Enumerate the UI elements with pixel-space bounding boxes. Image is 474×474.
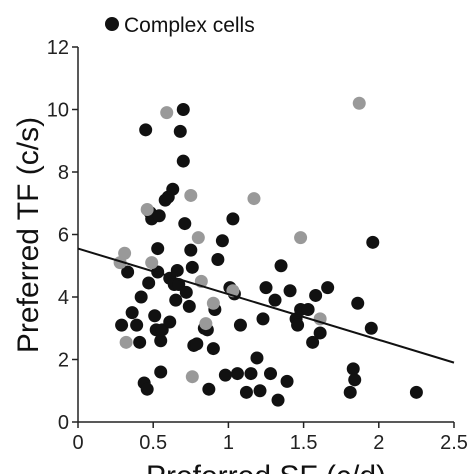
y-tick-label: 0	[58, 412, 69, 434]
x-axis-title: Preferred SF (c/d)	[146, 460, 386, 474]
complex-cell-point	[151, 242, 165, 256]
data-points	[113, 96, 423, 407]
y-tick-label: 8	[58, 162, 69, 184]
complex-cell-point	[173, 124, 187, 138]
regression-line	[77, 247, 455, 364]
gray-cell-point	[294, 231, 308, 245]
complex-cell-point	[211, 253, 225, 266]
complex-cell-point	[218, 368, 232, 382]
y-axis-title: Preferred TF (c/s)	[12, 117, 45, 353]
complex-cell-point	[185, 260, 199, 274]
complex-cell-point	[148, 309, 162, 323]
complex-cell-point	[121, 265, 135, 279]
complex-cell-point	[264, 367, 278, 381]
complex-cell-point	[179, 285, 193, 299]
complex-cell-point	[259, 281, 273, 295]
complex-cell-point	[351, 296, 365, 310]
complex-cell-point	[134, 290, 148, 304]
complex-cell-point	[215, 234, 229, 248]
complex-cell-point	[166, 182, 180, 196]
complex-cell-point	[176, 154, 190, 168]
complex-cell-point	[176, 103, 190, 116]
gray-cell-point	[206, 296, 220, 310]
gray-cell-point	[185, 370, 199, 384]
complex-cell-point	[142, 276, 156, 290]
complex-cell-point	[170, 263, 184, 277]
complex-cell-point	[301, 303, 315, 316]
gray-cell-point	[145, 256, 159, 270]
y-tick-label: 2	[58, 350, 69, 372]
complex-cell-point	[178, 217, 192, 231]
axes: 0 2 4 6 8 10 12 0 0.5 1 1.5 2 2.5	[47, 37, 468, 454]
complex-cell-point	[253, 384, 267, 398]
gray-cell-point	[352, 96, 366, 110]
complex-cell-point	[250, 351, 264, 365]
y-tick-label: 10	[47, 100, 69, 122]
complex-cell-point	[190, 337, 204, 351]
legend-label-complex-cells: Complex cells	[124, 14, 255, 37]
complex-cell-point	[182, 299, 196, 313]
complex-cell-point	[239, 385, 253, 399]
complex-cell-point	[169, 293, 183, 307]
gray-cell-point	[118, 246, 132, 260]
gray-cell-point	[191, 231, 205, 245]
complex-cell-point	[115, 318, 129, 332]
x-tick-label: 0.5	[139, 432, 167, 454]
complex-cell-point	[140, 382, 154, 396]
complex-cell-point	[130, 318, 144, 332]
gray-cell-point	[184, 188, 198, 202]
gray-cell-point	[160, 106, 174, 120]
x-tick-label: 1	[223, 432, 234, 454]
trendline-group	[77, 247, 455, 364]
gray-cell-point	[247, 192, 261, 206]
complex-cell-point	[233, 318, 247, 332]
legend: Complex cells	[105, 14, 255, 37]
complex-cell-point	[280, 374, 294, 388]
complex-cell-point	[154, 365, 168, 379]
complex-cell-point	[271, 393, 285, 407]
x-tick-label: 1.5	[290, 432, 318, 454]
complex-cell-point	[244, 367, 258, 381]
x-tick-label: 0	[72, 432, 83, 454]
complex-cell-point	[346, 362, 360, 376]
complex-cell-point	[226, 212, 240, 226]
y-tick-label: 6	[58, 225, 69, 247]
complex-cell-point	[154, 334, 168, 348]
complex-cell-point	[230, 367, 244, 381]
complex-cell-point	[184, 243, 198, 257]
complex-cell-point	[291, 318, 305, 332]
complex-cell-point	[202, 382, 216, 396]
gray-cell-point	[140, 203, 154, 216]
complex-cell-point	[274, 259, 288, 273]
complex-cell-point	[139, 123, 153, 137]
complex-cell-point	[206, 342, 220, 356]
gray-cell-point	[199, 317, 213, 331]
complex-cell-point	[409, 385, 423, 399]
complex-cell-point	[343, 385, 357, 399]
complex-cell-point	[163, 315, 177, 329]
complex-cell-point	[268, 293, 282, 307]
complex-cell-point	[309, 288, 323, 302]
complex-cell-point	[152, 209, 166, 223]
complex-cell-point	[283, 284, 297, 298]
complex-cell-point	[364, 321, 378, 335]
y-tick-label: 12	[47, 37, 69, 59]
complex-cell-point	[366, 235, 380, 249]
complex-cell-point	[133, 335, 147, 349]
complex-cell-point	[125, 306, 139, 320]
x-tick-label: 2	[373, 432, 384, 454]
complex-cell-point	[256, 312, 270, 326]
x-tick-label: 2.5	[440, 432, 468, 454]
complex-cell-point	[306, 335, 320, 349]
complex-cell-point	[321, 281, 335, 295]
gray-cell-point	[119, 335, 133, 349]
complex-cell-point	[313, 326, 327, 340]
complex-cell-point	[348, 373, 362, 387]
y-tick-label: 4	[58, 287, 69, 309]
legend-marker-complex-cells	[105, 17, 119, 31]
